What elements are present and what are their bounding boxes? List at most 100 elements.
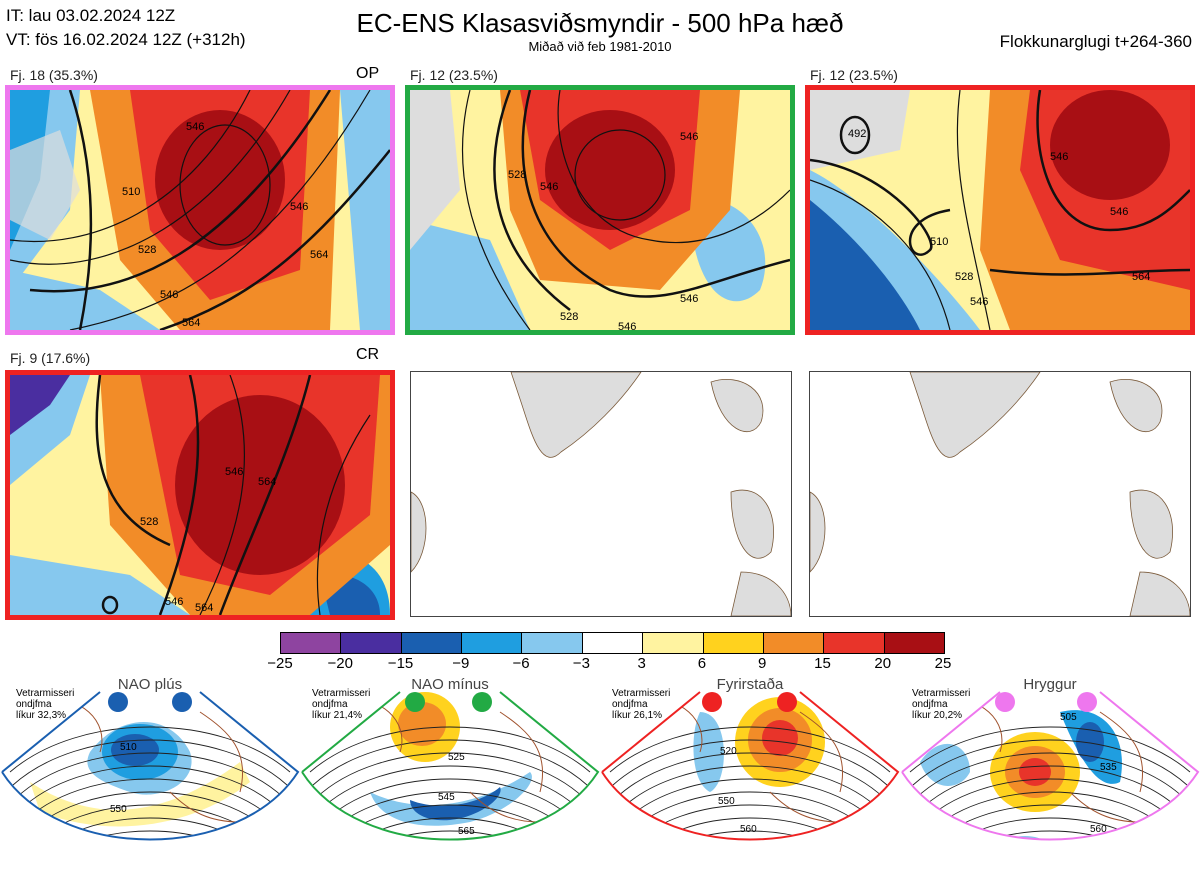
regime-description: Vetrarmisseri ondjfma líkur 32,3% <box>16 688 74 721</box>
regime-desc-line: ondjfma <box>912 699 948 710</box>
regime-desc-line: ondjfma <box>312 699 348 710</box>
regime-desc-line: líkur 20,2% <box>912 710 963 721</box>
regime-description: Vetrarmisseri ondjfma líkur 21,4% <box>312 688 370 721</box>
svg-text:546: 546 <box>165 596 183 608</box>
cluster-map-4: 528 546 564 546 564 <box>5 370 395 620</box>
svg-text:528: 528 <box>138 244 156 256</box>
svg-text:560: 560 <box>1090 824 1107 835</box>
colorbar-swatch <box>401 633 463 653</box>
svg-text:546: 546 <box>618 321 636 330</box>
regime-title: Fyrirstaða <box>716 676 784 693</box>
regime-desc-line: Vetrarmisseri <box>612 688 671 699</box>
colorbar-swatch <box>643 633 704 653</box>
svg-text:546: 546 <box>540 181 558 193</box>
panel-2-label: Fj. 12 (23.5%) <box>410 67 498 83</box>
page-subtitle: Miðað við feb 1981-2010 <box>528 39 672 54</box>
svg-text:564: 564 <box>195 602 213 614</box>
regime-title: NAO mínus <box>411 676 489 693</box>
colorbar-tick-label: −3 <box>572 655 590 672</box>
regime-panel: 505 535 560 Hryggur Vetrarmisseri ondjfma líku… <box>900 672 1200 871</box>
svg-text:528: 528 <box>560 311 578 323</box>
colorbar-swatch <box>582 633 644 653</box>
regime-desc-line: Vetrarmisseri <box>16 688 75 699</box>
regime-desc-line: ondjfma <box>612 699 648 710</box>
regime-panel: 520 550 560 Fyrirstaða Vetrarmisseri ondjfma l… <box>600 672 900 871</box>
colorbar <box>280 632 945 654</box>
cluster-map-1: 510 528 546 564 546 546 564 <box>5 85 395 335</box>
regime-desc-line: líkur 32,3% <box>16 710 67 721</box>
regime-title: NAO plús <box>117 676 183 693</box>
svg-text:545: 545 <box>438 792 455 803</box>
svg-text:546: 546 <box>680 293 698 305</box>
colorbar-tick-label: −9 <box>452 655 470 672</box>
colorbar-tick-label: 6 <box>697 655 707 672</box>
svg-text:560: 560 <box>740 824 757 835</box>
cluster-window: Flokkunarglugi t+264-360 <box>999 32 1192 51</box>
colorbar-tick-label: 15 <box>814 655 831 672</box>
regime-desc-line: Vetrarmisseri <box>912 688 971 699</box>
svg-text:510: 510 <box>122 186 140 198</box>
colorbar-tick-label: −15 <box>387 655 414 672</box>
svg-text:546: 546 <box>160 289 178 301</box>
regime-desc-line: ondjfma <box>16 699 52 710</box>
svg-text:546: 546 <box>1050 151 1068 163</box>
regime-map: 510 550 <box>1 691 300 841</box>
colorbar-swatch <box>522 633 583 653</box>
svg-text:564: 564 <box>310 249 328 261</box>
panel-1-label: Fj. 18 (35.3%) <box>10 67 98 83</box>
svg-text:546: 546 <box>225 466 243 478</box>
svg-text:546: 546 <box>970 296 988 308</box>
regime-desc-line: líkur 21,4% <box>312 710 363 721</box>
regime-panel: 510 550 NAO plús Vetrarmisseri ondjfma líkur … <box>0 672 300 871</box>
regime-map: 520 550 560 <box>601 691 900 841</box>
svg-text:546: 546 <box>290 201 308 213</box>
regime-panel: 525 545 565 NAO mínus Vetrarmisseri ondjfma lí… <box>300 672 600 871</box>
regime-description: Vetrarmisseri ondjfma líkur 26,1% <box>612 688 670 721</box>
svg-text:528: 528 <box>955 271 973 283</box>
initial-time: IT: lau 03.02.2024 12Z <box>6 6 176 25</box>
colorbar-tick-label: 9 <box>758 655 767 672</box>
svg-text:546: 546 <box>1110 206 1128 218</box>
colorbar-swatch <box>703 633 764 653</box>
svg-text:505: 505 <box>1060 712 1077 723</box>
regime-description: Vetrarmisseri ondjfma líkur 20,2% <box>912 688 970 721</box>
regime-map: 505 535 560 <box>901 691 1200 841</box>
empty-map-1 <box>410 371 792 617</box>
cluster-map-2: 528 546 546 546 546 528 <box>405 85 795 335</box>
svg-text:510: 510 <box>930 236 948 248</box>
svg-text:564: 564 <box>182 317 200 329</box>
svg-text:510: 510 <box>120 742 137 753</box>
regime-desc-line: líkur 26,1% <box>612 710 663 721</box>
svg-text:565: 565 <box>458 826 475 837</box>
svg-text:550: 550 <box>110 804 127 815</box>
colorbar-tick-label: 25 <box>934 655 952 672</box>
cluster-map-3: 492 510 528 546 546 546 564 <box>805 85 1195 335</box>
header-info: IT: lau 03.02.2024 12Z VT: fös 16.02.202… <box>6 4 246 52</box>
svg-text:492: 492 <box>848 128 866 140</box>
svg-text:564: 564 <box>1132 271 1150 283</box>
svg-text:550: 550 <box>718 796 735 807</box>
svg-text:520: 520 <box>720 746 737 757</box>
colorbar-swatch <box>462 633 523 653</box>
svg-text:528: 528 <box>508 169 526 181</box>
colorbar-swatch <box>824 633 885 653</box>
colorbar-swatch <box>884 633 944 653</box>
colorbar-tick-label: 3 <box>637 655 646 672</box>
panel-4-label: Fj. 9 (17.6%) <box>10 350 91 366</box>
colorbar-tick-label: −25 <box>267 655 293 672</box>
regime-map: 525 545 565 <box>301 691 600 841</box>
svg-text:546: 546 <box>186 121 204 133</box>
svg-text:525: 525 <box>448 752 465 763</box>
colorbar-swatch <box>281 633 342 653</box>
colorbar-tick-label: −6 <box>512 655 530 672</box>
colorbar-tick-label: −20 <box>327 655 353 672</box>
panel-4-tag: CR <box>356 346 380 363</box>
regime-desc-line: Vetrarmisseri <box>312 688 371 699</box>
panel-3-label: Fj. 12 (23.5%) <box>810 67 898 83</box>
colorbar-tick-label: 20 <box>874 655 892 672</box>
valid-time: VT: fös 16.02.2024 12Z (+312h) <box>6 30 246 49</box>
svg-text:564: 564 <box>258 476 276 488</box>
svg-text:546: 546 <box>680 131 698 143</box>
page-title: EC-ENS Klasasviðsmyndir - 500 hPa hæð <box>356 8 844 38</box>
colorbar-swatch <box>341 633 402 653</box>
